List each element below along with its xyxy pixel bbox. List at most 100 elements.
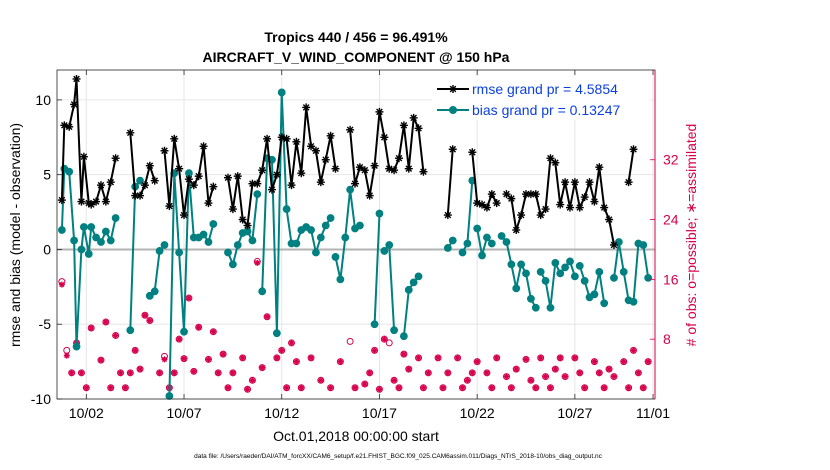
obs-assimilated-point	[464, 377, 471, 384]
rmse-point	[399, 121, 408, 130]
bias-point	[590, 290, 599, 299]
bias-point	[600, 299, 609, 308]
obs-assimilated-point	[483, 369, 490, 376]
rmse-point	[150, 176, 159, 185]
rmse-point	[551, 158, 560, 167]
obs-assimilated-point	[190, 368, 197, 375]
data-file-footer: data file: /Users/raeder/DAI/ATM_forcXX/…	[194, 453, 603, 460]
obs-assimilated-point	[146, 317, 153, 324]
obs-assimilated-point	[249, 377, 256, 384]
rmse-point	[394, 154, 403, 163]
obs-assimilated-point	[185, 295, 192, 302]
bias-point	[536, 267, 545, 276]
obs-assimilated-point	[288, 339, 295, 346]
bias-point	[580, 276, 589, 285]
obs-assimilated-point	[68, 369, 75, 376]
rmse-point	[409, 113, 418, 122]
bias-point	[527, 294, 535, 303]
rmse-point	[184, 175, 193, 184]
rmse-line-segment	[60, 78, 117, 206]
bias-point	[463, 239, 472, 248]
bias-point	[575, 262, 584, 270]
bias-point	[326, 214, 335, 222]
rmse-point	[292, 137, 301, 146]
obs-assimilated-point	[591, 358, 598, 365]
rmse-point	[590, 197, 599, 206]
rmse-point	[321, 155, 330, 164]
obs-assimilated-point	[444, 369, 451, 376]
obs-assimilated-point	[361, 381, 368, 388]
obs-assimilated-point	[415, 354, 422, 361]
rmse-point	[282, 134, 291, 143]
bias-point	[414, 272, 423, 281]
obs-assimilated-point	[640, 384, 647, 391]
bias-point	[561, 263, 570, 272]
obs-assimilated-point	[454, 354, 461, 361]
obs-assimilated-point	[581, 384, 588, 391]
x-axis-label: Oct.01,2018 00:00:00 start	[273, 428, 439, 444]
obs-assimilated-point	[391, 377, 398, 384]
rmse-point	[570, 178, 579, 187]
obs-assimilated-point	[283, 384, 290, 391]
bias-point	[331, 253, 340, 261]
bias-point	[209, 220, 218, 228]
bias-point	[473, 224, 482, 233]
obs-assimilated-point	[488, 384, 495, 391]
bias-point	[448, 236, 457, 245]
obs-assimilated-point	[171, 369, 178, 376]
obs-assimilated-point	[317, 377, 324, 384]
bias-point	[199, 230, 208, 239]
bias-point	[248, 236, 257, 245]
rmse-point	[517, 211, 526, 220]
bias-point	[57, 226, 66, 234]
obs-assimilated-point	[239, 354, 246, 361]
bias-point	[512, 284, 521, 293]
bias-point	[150, 287, 159, 296]
bias-point	[70, 236, 78, 245]
rmse-point	[448, 145, 457, 154]
obs-assimilated-point	[88, 324, 95, 331]
obs-assimilated-point	[259, 364, 266, 371]
obs-assimilated-point	[210, 328, 217, 335]
obs-assimilated-point	[298, 384, 305, 391]
obs-assimilated-point	[215, 369, 222, 376]
obs-assimilated-point	[220, 351, 227, 358]
rmse-line-segment	[627, 149, 635, 183]
bias-point	[180, 327, 188, 336]
rmse-point	[302, 103, 311, 112]
left-y-axis-ticks: -10 -5 0 5 10	[31, 92, 62, 407]
bias-point	[272, 329, 281, 338]
rmse-point	[541, 205, 550, 214]
bias-point	[233, 241, 242, 249]
bias-point	[258, 287, 267, 296]
bias-point	[307, 226, 315, 234]
obs-assimilated-point	[352, 384, 359, 391]
obs-assimilated-point	[532, 384, 539, 391]
obs-assimilated-point	[97, 357, 104, 364]
obs-assimilated-point	[405, 366, 412, 373]
rmse-point	[258, 166, 267, 175]
bias-point	[644, 273, 653, 282]
rmse-point	[233, 172, 242, 181]
bias-point	[92, 233, 100, 242]
bias-point	[483, 233, 491, 242]
rmse-point	[272, 170, 281, 179]
rmse-point	[165, 202, 174, 211]
bias-point	[502, 238, 511, 246]
obs-assimilated-point	[122, 384, 129, 391]
bias-point	[595, 267, 604, 276]
bias-point	[77, 245, 86, 254]
obs-assimilated-point	[366, 369, 373, 376]
obs-assimilated-point	[439, 384, 446, 391]
x-axis-ticks: 10/02 10/07 10/12 10/17 10/22 10/27 11/01	[69, 70, 670, 421]
rmse-point	[79, 152, 88, 161]
rmse-point	[561, 178, 570, 187]
right-y-axis-label: # of obs: o=possible; ∗=assimilated	[683, 124, 699, 347]
obs-assimilated-point	[224, 384, 231, 391]
bias-point	[97, 238, 105, 246]
y-tick-label: -10	[31, 391, 51, 407]
obs-assimilated-point	[596, 369, 603, 376]
x-tick-label: 10/17	[362, 405, 397, 421]
bias-point	[341, 233, 350, 242]
